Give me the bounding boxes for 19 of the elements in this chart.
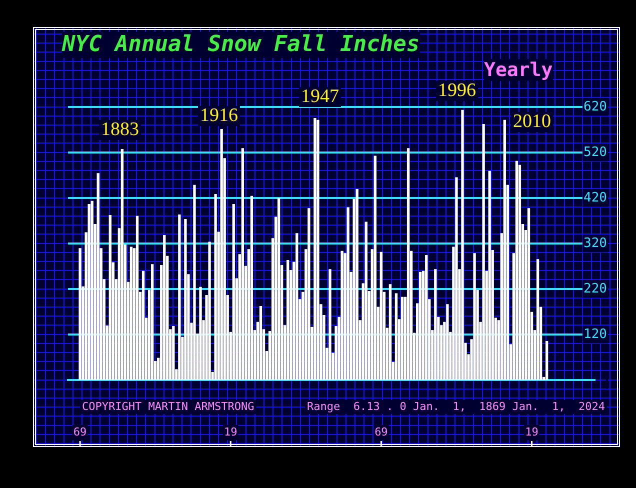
text: Range 6.13 . 0 Jan. 1, 1869 Jan. 1, 2024: [307, 400, 606, 413]
text: COPYRIGHT MARTIN ARMSTRONG: [82, 400, 254, 413]
x-tick-label: 19: [224, 425, 238, 438]
text: 1947: [301, 86, 339, 107]
y-tick-label: 120: [584, 326, 607, 342]
x-tick-label: 19: [525, 425, 538, 438]
y-tick-label: 620: [584, 99, 607, 114]
x-tick-label: 69: [73, 425, 87, 438]
chart-title: NYC Annual Snow Fall Inches: [62, 32, 420, 58]
chart-subtitle: Yearly: [484, 59, 553, 81]
x-tick-label: 69: [374, 425, 388, 438]
y-tick-label: 420: [584, 190, 607, 206]
annotation: 2010: [513, 110, 551, 132]
y-tick-label: 520: [584, 144, 607, 160]
y-tick-label: 220: [584, 281, 607, 296]
text: 1996: [438, 80, 476, 101]
annotation: 1916: [200, 104, 238, 126]
annotation: 1883: [101, 118, 139, 140]
y-tick-label: 320: [584, 236, 607, 251]
